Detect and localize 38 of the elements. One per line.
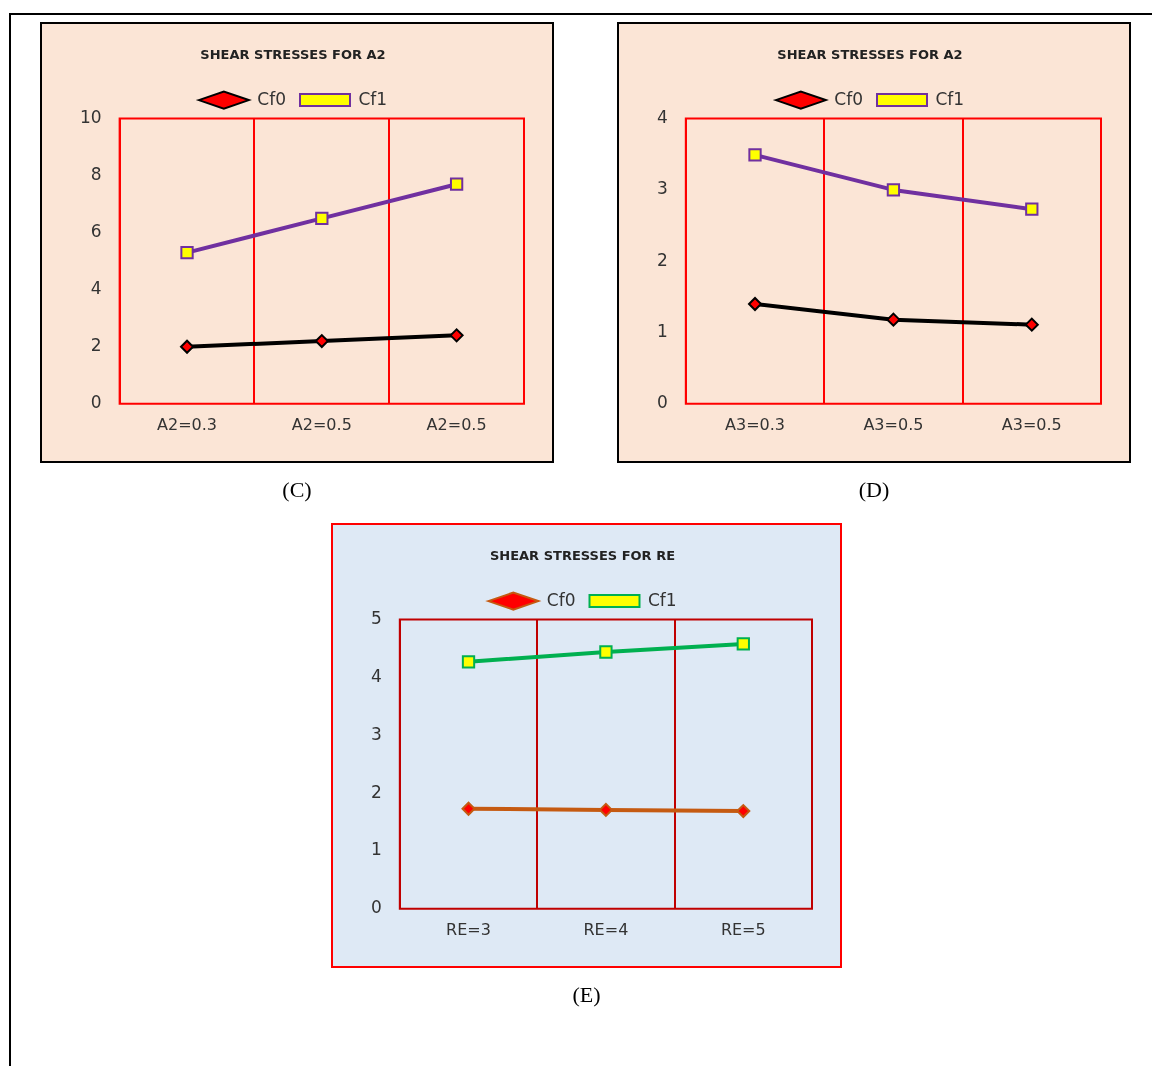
legend-label: Cf1 bbox=[358, 88, 388, 109]
y-tick-label: 4 bbox=[656, 107, 668, 128]
text: (C) bbox=[281, 477, 313, 503]
x-tick-label: A2=0.5 bbox=[291, 414, 352, 434]
legend-label: Cf0 bbox=[834, 88, 863, 109]
chart-title: SHEAR STRESSES FOR A2 bbox=[777, 47, 963, 63]
x-tick-label: A3=0.5 bbox=[1001, 414, 1062, 434]
x-tick-label: A3=0.5 bbox=[863, 414, 924, 434]
y-tick-label: 6 bbox=[90, 221, 102, 242]
legend-label: Cf0 bbox=[546, 589, 576, 610]
y-tick-label: 0 bbox=[370, 897, 382, 918]
y-tick-label: 0 bbox=[656, 392, 668, 413]
x-tick-label: RE=4 bbox=[583, 919, 629, 939]
y-tick-label: 2 bbox=[656, 249, 668, 270]
x-tick-label: A2=0.5 bbox=[426, 414, 487, 434]
text: (E) bbox=[571, 982, 602, 1008]
y-tick-label: 10 bbox=[79, 107, 102, 128]
x-tick-label: RE=3 bbox=[446, 919, 491, 939]
y-tick-label: 3 bbox=[370, 723, 382, 744]
y-tick-label: 3 bbox=[656, 178, 668, 199]
y-tick-label: 4 bbox=[370, 665, 382, 686]
chart-title: SHEAR STRESSES FOR A2 bbox=[200, 47, 386, 63]
y-tick-label: 2 bbox=[370, 781, 382, 802]
y-tick-label: 1 bbox=[370, 839, 382, 860]
chart-title: SHEAR STRESSES FOR RE bbox=[489, 548, 676, 564]
legend-label: Cf1 bbox=[648, 589, 677, 610]
y-tick-label: 5 bbox=[370, 608, 382, 629]
x-tick-label: A2=0.3 bbox=[157, 414, 218, 434]
text: (D) bbox=[857, 477, 891, 503]
y-tick-label: 4 bbox=[90, 278, 102, 299]
y-tick-label: 0 bbox=[90, 392, 102, 413]
x-tick-label: A3=0.3 bbox=[725, 414, 786, 434]
legend-label: Cf1 bbox=[935, 88, 965, 109]
x-tick-label: RE=5 bbox=[720, 919, 766, 939]
y-tick-label: 1 bbox=[656, 320, 668, 341]
y-tick-label: 8 bbox=[90, 164, 102, 185]
y-tick-label: 2 bbox=[90, 335, 102, 356]
legend-label: Cf0 bbox=[257, 88, 286, 109]
